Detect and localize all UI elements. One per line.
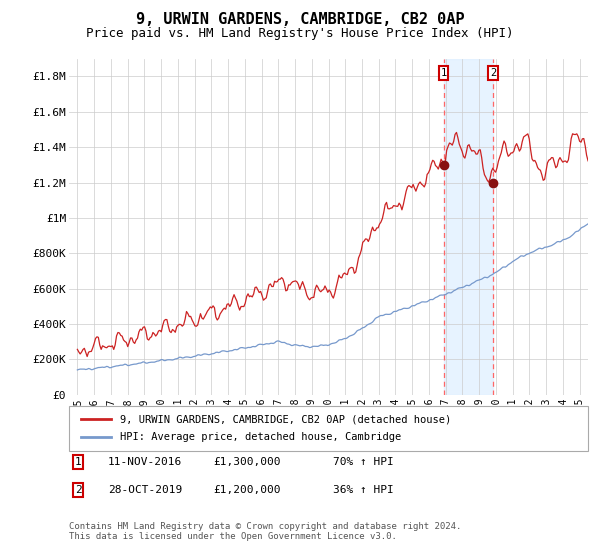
Text: 36% ↑ HPI: 36% ↑ HPI	[333, 485, 394, 495]
Text: Price paid vs. HM Land Registry's House Price Index (HPI): Price paid vs. HM Land Registry's House …	[86, 27, 514, 40]
Text: 70% ↑ HPI: 70% ↑ HPI	[333, 457, 394, 467]
Text: HPI: Average price, detached house, Cambridge: HPI: Average price, detached house, Camb…	[120, 432, 401, 442]
Text: £1,200,000: £1,200,000	[213, 485, 281, 495]
Text: 11-NOV-2016: 11-NOV-2016	[108, 457, 182, 467]
Text: 9, URWIN GARDENS, CAMBRIDGE, CB2 0AP (detached house): 9, URWIN GARDENS, CAMBRIDGE, CB2 0AP (de…	[120, 414, 451, 424]
Text: 28-OCT-2019: 28-OCT-2019	[108, 485, 182, 495]
Text: 1: 1	[74, 457, 82, 467]
Bar	[443, 59, 493, 395]
Text: Contains HM Land Registry data © Crown copyright and database right 2024.
This d: Contains HM Land Registry data © Crown c…	[69, 522, 461, 542]
Text: 1: 1	[440, 68, 446, 78]
Text: 2: 2	[74, 485, 82, 495]
Text: 2: 2	[490, 68, 496, 78]
Text: £1,300,000: £1,300,000	[213, 457, 281, 467]
Text: 9, URWIN GARDENS, CAMBRIDGE, CB2 0AP: 9, URWIN GARDENS, CAMBRIDGE, CB2 0AP	[136, 12, 464, 27]
